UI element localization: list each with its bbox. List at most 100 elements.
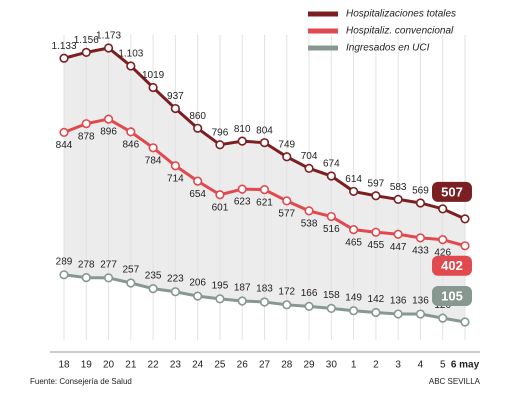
- value-label: 183: [256, 284, 273, 295]
- point: [438, 235, 448, 245]
- point: [393, 309, 403, 319]
- point: [148, 143, 158, 153]
- point: [438, 204, 448, 214]
- x-tick-label: 19: [81, 360, 93, 371]
- x-tick-label: 2: [373, 360, 379, 371]
- point: [259, 138, 270, 148]
- point: [81, 119, 91, 129]
- value-label: 846: [122, 140, 139, 151]
- value-label: 235: [145, 270, 162, 281]
- point: [237, 184, 247, 194]
- point: [193, 176, 203, 186]
- value-label: 1019: [142, 70, 165, 81]
- x-tick-label: 23: [170, 360, 182, 371]
- point: [103, 273, 114, 283]
- point: [170, 103, 180, 114]
- point: [126, 127, 136, 137]
- point: [326, 303, 336, 314]
- point: [170, 161, 180, 171]
- value-label: 136: [412, 296, 429, 307]
- point: [81, 273, 91, 283]
- end-label-box: [432, 255, 472, 276]
- value-label: 426: [434, 247, 451, 258]
- value-label: 569: [412, 186, 429, 197]
- point: [460, 241, 470, 251]
- point: [193, 291, 203, 301]
- value-label: 257: [122, 265, 139, 276]
- point: [282, 300, 292, 310]
- point: [415, 309, 426, 319]
- source: Fuente: Consejería de Salud: [30, 377, 132, 386]
- point: [193, 123, 203, 133]
- x-tick-label: 27: [259, 360, 271, 371]
- value-label: 136: [390, 296, 407, 307]
- x-tick-label: 30: [326, 360, 338, 371]
- value-label: 810: [234, 124, 251, 135]
- x-tick-label: 21: [125, 360, 137, 371]
- value-label: 166: [301, 288, 318, 299]
- credit: ABC SEVILLA: [429, 377, 481, 386]
- point: [349, 306, 359, 316]
- point: [415, 198, 426, 208]
- value-label: 896: [100, 127, 117, 138]
- point: [460, 317, 470, 327]
- x-tick-label: 26: [237, 360, 249, 371]
- value-label: 704: [301, 151, 318, 162]
- point: [237, 296, 247, 306]
- value-label: 878: [78, 131, 95, 142]
- point: [126, 278, 136, 288]
- value-label: 623: [234, 197, 251, 208]
- point: [126, 61, 136, 71]
- x-tick-label: 25: [214, 360, 226, 371]
- point: [170, 287, 180, 297]
- value-label: 142: [368, 294, 385, 305]
- point: [415, 233, 426, 243]
- point: [148, 284, 158, 294]
- point: [59, 270, 69, 280]
- end-label-box: [432, 181, 472, 202]
- point: [304, 206, 314, 216]
- value-label: 784: [145, 155, 162, 166]
- value-label: 844: [56, 140, 73, 151]
- end-label: 105: [441, 288, 463, 303]
- point: [349, 186, 359, 197]
- value-label: 597: [368, 178, 385, 189]
- value-label: 187: [234, 283, 251, 294]
- value-label: 1.173: [96, 31, 121, 42]
- x-tick-label: 28: [281, 360, 293, 371]
- value-label: 654: [189, 189, 206, 200]
- end-label-box: [432, 286, 472, 306]
- legend-label: Ingresados en UCI: [346, 43, 430, 54]
- value-label: 714: [167, 173, 184, 184]
- value-label: 223: [167, 273, 184, 284]
- value-label: 614: [345, 174, 362, 185]
- x-tick-label: 4: [418, 360, 424, 371]
- value-label: 1.133: [51, 41, 76, 52]
- x-tick-label: 6 may: [451, 360, 480, 371]
- value-label: 796: [212, 127, 229, 138]
- value-label: 1.103: [118, 49, 143, 60]
- point: [59, 127, 69, 138]
- value-label: 516: [323, 224, 340, 235]
- x-tick-label: 29: [303, 360, 315, 371]
- x-tick-label: 24: [192, 360, 204, 371]
- point: [326, 171, 336, 181]
- value-label: 583: [390, 182, 407, 193]
- point: [259, 297, 270, 307]
- value-label: 749: [278, 139, 295, 150]
- point: [282, 196, 292, 206]
- point: [215, 294, 225, 304]
- point: [282, 152, 292, 162]
- value-label: 937: [167, 91, 184, 102]
- value-label: 433: [412, 245, 429, 256]
- value-label: 674: [323, 159, 340, 170]
- point: [393, 194, 403, 204]
- value-label: 621: [256, 197, 273, 208]
- point: [371, 191, 381, 201]
- point: [438, 313, 448, 323]
- value-label: 149: [345, 292, 362, 303]
- value-label: 278: [78, 259, 95, 270]
- legend-label: Hospitaliz. convencional: [346, 26, 454, 37]
- value-label: 804: [256, 125, 273, 136]
- point: [259, 185, 270, 195]
